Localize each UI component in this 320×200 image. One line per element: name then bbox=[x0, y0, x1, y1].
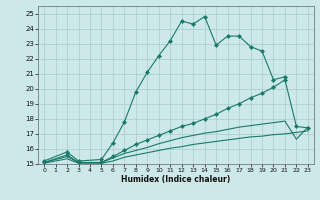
X-axis label: Humidex (Indice chaleur): Humidex (Indice chaleur) bbox=[121, 175, 231, 184]
